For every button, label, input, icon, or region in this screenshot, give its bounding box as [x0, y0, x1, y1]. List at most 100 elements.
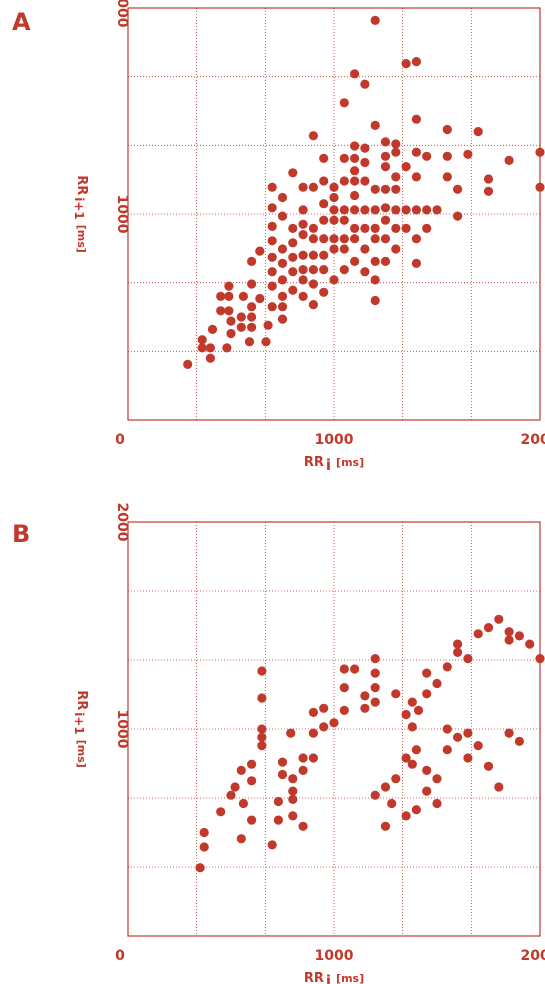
data-point — [401, 162, 411, 172]
data-point — [298, 250, 308, 260]
data-point — [183, 359, 193, 369]
data-point — [308, 753, 318, 763]
data-point — [380, 137, 391, 147]
data-point — [308, 279, 318, 289]
data-point — [207, 324, 218, 334]
data-point — [261, 337, 271, 347]
data-point — [422, 786, 432, 796]
data-point — [407, 759, 417, 769]
data-point — [257, 693, 267, 703]
y-axis-label-main: RR — [74, 175, 89, 195]
data-point — [329, 244, 339, 254]
x-axis-label-main: RR — [304, 455, 324, 470]
data-point — [380, 256, 391, 266]
data-point — [370, 15, 380, 25]
data-point — [319, 703, 329, 713]
data-point — [339, 153, 349, 163]
data-point — [483, 623, 494, 633]
data-point — [411, 172, 421, 182]
data-point — [247, 776, 257, 786]
x-axis-label-main: RR — [304, 971, 324, 984]
data-point — [298, 205, 308, 215]
data-point — [247, 256, 257, 266]
data-point — [298, 821, 308, 831]
data-point — [422, 223, 432, 233]
data-point — [298, 765, 308, 776]
data-point — [319, 722, 329, 732]
data-point — [319, 176, 329, 186]
data-point — [360, 205, 370, 215]
data-point — [339, 205, 349, 215]
data-point — [308, 707, 318, 718]
data-point — [350, 256, 360, 266]
data-point — [238, 291, 248, 301]
data-point — [247, 322, 257, 332]
data-point — [288, 811, 298, 821]
data-point — [205, 353, 215, 363]
data-point — [370, 256, 380, 266]
data-point — [401, 223, 411, 233]
data-point — [350, 190, 360, 201]
data-point — [360, 691, 370, 701]
data-point — [370, 205, 380, 215]
data-point — [370, 223, 380, 233]
data-point — [432, 205, 442, 215]
data-point — [380, 234, 391, 244]
data-point — [407, 697, 417, 707]
data-point — [380, 203, 391, 213]
data-point — [391, 244, 401, 254]
data-point — [255, 246, 265, 256]
data-point — [319, 199, 329, 209]
data-point — [308, 223, 318, 233]
data-point — [257, 741, 267, 751]
data-point — [308, 728, 318, 738]
data-point — [473, 741, 483, 751]
data-point — [411, 234, 421, 244]
data-point — [494, 782, 504, 792]
data-point — [288, 238, 298, 248]
data-point — [247, 815, 257, 825]
data-point — [411, 114, 421, 124]
data-point — [370, 234, 380, 244]
data-point — [255, 293, 265, 304]
data-point — [360, 244, 370, 254]
data-point — [432, 678, 442, 689]
data-point — [401, 753, 411, 763]
data-point — [535, 654, 545, 664]
data-point — [277, 302, 288, 312]
data-point — [288, 168, 298, 178]
data-point — [504, 627, 514, 637]
data-point — [319, 215, 329, 225]
data-point — [514, 736, 525, 747]
data-point — [401, 205, 411, 215]
data-point — [277, 769, 288, 780]
data-point — [391, 172, 401, 182]
data-point — [360, 176, 370, 186]
data-point — [339, 234, 349, 244]
x-tick-label: 0 — [115, 948, 125, 964]
data-point — [267, 252, 277, 262]
data-point — [391, 147, 401, 157]
data-point — [222, 343, 232, 353]
data-point — [370, 790, 380, 800]
y-tick-label: 1000 — [114, 710, 130, 749]
data-point — [473, 629, 483, 639]
data-point — [199, 827, 209, 838]
data-point — [277, 192, 288, 203]
data-point — [442, 724, 452, 734]
data-point — [473, 127, 483, 137]
data-point — [442, 151, 452, 161]
data-point — [263, 320, 273, 330]
data-point — [224, 281, 234, 291]
data-point — [277, 275, 288, 285]
y-axis-label-sub: i+1 — [72, 712, 86, 735]
data-point — [247, 302, 257, 312]
data-point — [247, 279, 257, 289]
data-point — [267, 182, 277, 192]
data-point — [442, 124, 452, 135]
data-point — [195, 863, 205, 873]
data-point — [298, 265, 308, 275]
data-point — [422, 205, 432, 215]
x-tick-label: 1000 — [315, 432, 354, 448]
data-point — [413, 705, 424, 716]
